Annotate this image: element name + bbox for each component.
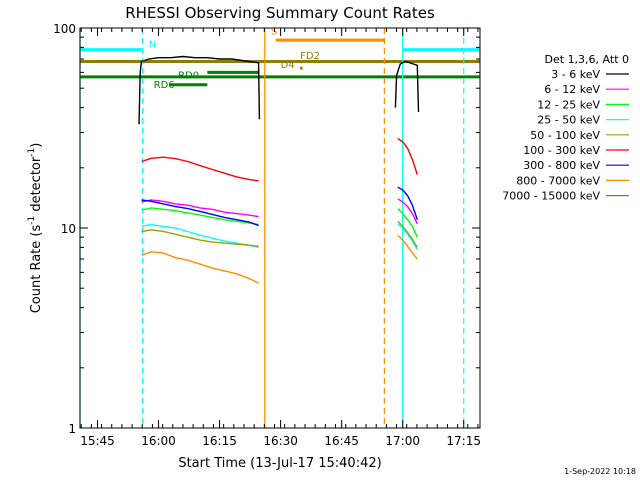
x-tick-label-2: 16:15 — [202, 434, 237, 448]
series-layer — [138, 55, 420, 284]
y-tick-label-2: 100 — [53, 22, 76, 36]
y-label-mid: detector — [29, 156, 44, 216]
legend-label-0: 3 - 6 keV — [551, 68, 600, 81]
annotation-d4: D4 — [281, 60, 295, 71]
y-axis-label: Count Rate (s-1 detector-1) — [27, 143, 44, 314]
legend-label-5: 100 - 300 keV — [523, 144, 600, 157]
legend-label-1: 6 - 12 keV — [544, 83, 600, 96]
series-3-segment-1 — [397, 223, 418, 250]
chart-title: RHESSI Observing Summary Count Rates — [125, 4, 435, 22]
x-tick-label-0: 15:45 — [80, 434, 115, 448]
y-label-main: Count Rate (s — [29, 225, 44, 314]
legend: Det 1,3,6, Att 0 3 - 6 keV 6 - 12 keV 12 -… — [502, 53, 629, 203]
series-7-segment-0 — [141, 251, 259, 284]
series-2-segment-1 — [397, 208, 418, 238]
x-tick-label-3: 16:30 — [263, 434, 298, 448]
legend-label-4: 50 - 100 keV — [530, 129, 600, 142]
legend-label-8: 7000 - 15000 keV — [502, 190, 600, 203]
legend-label-3: 25 - 50 keV — [537, 114, 600, 127]
annotation-n: N — [149, 39, 156, 50]
series-1-segment-0 — [141, 199, 259, 218]
series-7-segment-1 — [397, 234, 418, 260]
y-label-exp2: -1 — [27, 148, 37, 157]
y-label-end: ) — [29, 143, 44, 148]
series-4-segment-1 — [397, 220, 418, 248]
series-6-segment-1 — [397, 186, 418, 220]
annotation-rd6: RD6 — [154, 80, 175, 91]
annotation-fd2: FD2 — [300, 51, 320, 62]
legend-label-2: 12 - 25 keV — [537, 98, 600, 111]
x-tick-label-5: 17:00 — [385, 434, 420, 448]
axes-layer: 1 10 100 15:45 16:00 16:15 16:30 16:45 17:00 17:1… — [53, 22, 481, 448]
x-tick-label-4: 16:45 — [324, 434, 359, 448]
bands-layer — [80, 38, 480, 87]
series-5-segment-0 — [141, 156, 259, 182]
series-2-segment-0 — [141, 207, 259, 226]
x-axis-label: Start Time (13-Jul-17 15:40:42) — [178, 456, 381, 471]
series-0-segment-0 — [138, 55, 261, 125]
series-4-segment-0 — [141, 229, 259, 247]
series-0-segment-1 — [394, 60, 420, 113]
footer-timestamp: 1-Sep-2022 10:18 — [564, 467, 636, 476]
series-1-segment-1 — [397, 198, 418, 225]
legend-title: Det 1,3,6, Att 0 — [545, 53, 629, 66]
series-5-segment-1 — [397, 138, 418, 175]
y-tick-label-0: 1 — [68, 422, 76, 436]
legend-label-6: 300 - 800 keV — [523, 159, 600, 172]
x-tick-label-1: 16:00 — [141, 434, 176, 448]
series-3-segment-0 — [141, 223, 259, 249]
y-tick-label-1: 10 — [61, 222, 76, 236]
y-label-exp1: -1 — [27, 216, 37, 225]
series-6-segment-0 — [141, 199, 259, 227]
annotation-rd0: RD0 — [178, 70, 199, 81]
x-tick-label-6: 17:15 — [446, 434, 481, 448]
legend-label-7: 800 - 7000 keV — [516, 174, 600, 187]
